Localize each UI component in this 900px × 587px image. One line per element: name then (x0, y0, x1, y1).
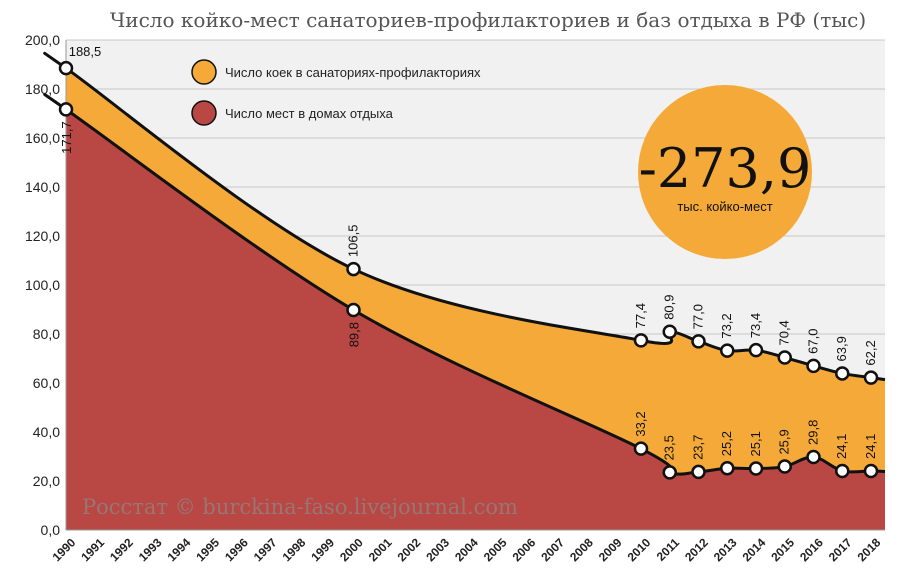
resort-label: 25,2 (719, 431, 734, 456)
sanatorium-marker (777, 350, 792, 365)
sanatorium-label: 77,0 (691, 304, 706, 329)
y-tick-label: 100,0 (25, 277, 60, 293)
data-labels: 188,5 106,5 77,4 80,9 77,0 73,2 73,4 70,4 67,0 63… (59, 44, 878, 460)
sanatorium-marker (835, 366, 850, 381)
sanatorium-label: 73,2 (719, 313, 734, 338)
resort-marker (58, 102, 74, 117)
sanatorium-marker (863, 370, 879, 385)
legend-label-resort: Число мест в домах отдыха (225, 106, 394, 121)
sanatorium-label: 62,2 (863, 340, 878, 365)
y-tick-label: 140,0 (25, 179, 60, 195)
line-resort (43, 93, 886, 476)
sanatorium-label: 63,9 (834, 336, 849, 361)
y-tick-label: 180,0 (25, 81, 60, 97)
resort-label: 25,1 (748, 431, 763, 456)
sanatorium-marker (58, 60, 74, 76)
sanatorium-marker (806, 358, 821, 374)
resort-label: 89,8 (347, 322, 362, 347)
resort-label: 24,1 (863, 434, 878, 459)
y-tick-label: 80,0 (33, 326, 60, 342)
line-sanatorium (43, 51, 886, 382)
area-resort (44, 94, 885, 530)
sanatorium-marker (720, 343, 735, 358)
resort-marker (863, 463, 879, 479)
sanatorium-label: 70,4 (777, 320, 792, 345)
sanatorium-marker (633, 333, 649, 348)
resort-marker (748, 461, 764, 476)
areas (44, 53, 885, 530)
sanatorium-marker (691, 334, 706, 349)
y-tick-label: 60,0 (33, 375, 60, 391)
sanatorium-label: 77,4 (633, 303, 648, 328)
sanatorium-label: 106,5 (346, 225, 361, 258)
badge-value: -273,9 (639, 137, 812, 200)
sanatorium-label: 67,0 (806, 329, 821, 354)
resort-marker (777, 459, 792, 474)
resort-marker (835, 463, 850, 479)
sanatorium-marker (662, 324, 677, 340)
badge-circle (638, 85, 812, 259)
resort-label: 171,7 (59, 121, 74, 154)
resort-marker (691, 464, 706, 480)
resort-label: 24,1 (834, 434, 849, 459)
legend-swatch-resort (191, 100, 217, 126)
resort-label: 33,2 (633, 411, 648, 436)
source-watermark: Росстат © burckina-faso.livejournal.com (82, 495, 518, 519)
y-tick-label: 0,0 (41, 522, 61, 538)
resort-label: 23,7 (691, 435, 706, 460)
legend-swatch-sanatorium (191, 59, 217, 85)
sanatorium-marker (748, 342, 764, 358)
resort-label: 23,5 (662, 435, 677, 460)
legend: Число коек в санаториях-профилакториях Ч… (191, 59, 481, 126)
markers (58, 60, 879, 480)
chart-title: Число койко-мест санаториев-профилактори… (110, 8, 866, 32)
resort-marker (720, 461, 735, 476)
y-tick-label: 20,0 (33, 473, 60, 489)
resort-marker (662, 465, 677, 480)
sanatorium-label: 73,4 (748, 313, 763, 338)
y-tick-label: 160,0 (25, 130, 60, 146)
y-tick-label: 200,0 (25, 32, 60, 48)
badge-unit: тыс. койко-мест (677, 199, 772, 214)
sanatorium-marker (346, 261, 361, 277)
y-tick-label: 120,0 (25, 228, 60, 244)
resort-label: 29,8 (806, 420, 821, 445)
resort-marker (346, 302, 361, 318)
legend-label-sanatorium: Число коек в санаториях-профилакториях (225, 65, 481, 80)
y-tick-label: 40,0 (33, 424, 60, 440)
resort-marker (633, 441, 649, 456)
sanatorium-label: 188,5 (69, 44, 102, 59)
total-change-badge: -273,9 тыс. койко-мест (638, 85, 812, 259)
sanatorium-label: 80,9 (662, 294, 677, 319)
y-axis: 0,020,040,060,080,0100,0120,0140,0160,01… (25, 32, 885, 538)
resort-marker (806, 449, 821, 465)
series-lines (43, 51, 886, 476)
resort-label: 25,9 (777, 429, 792, 454)
